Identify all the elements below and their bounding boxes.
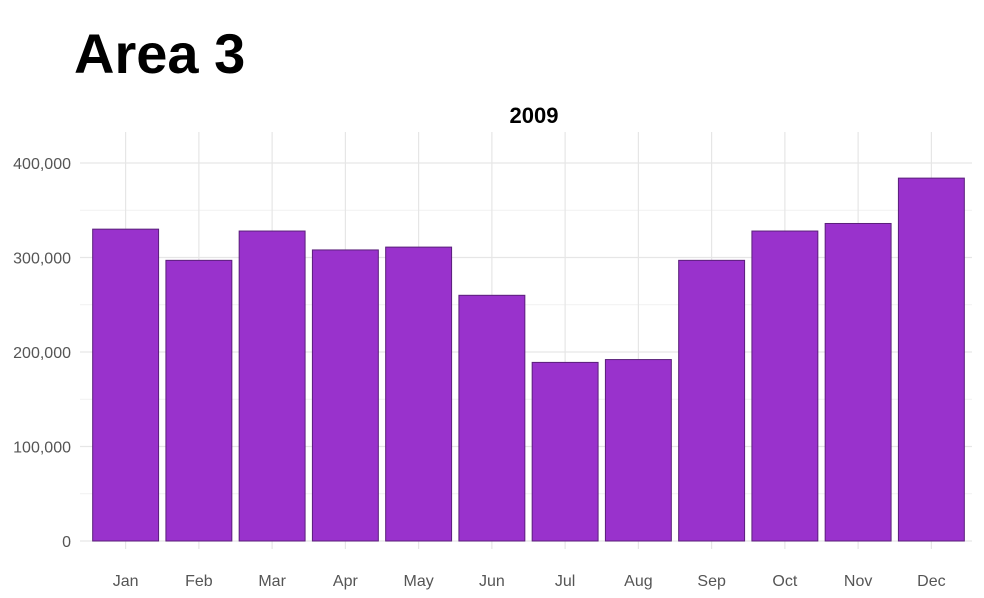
x-tick-label: Apr	[333, 573, 359, 590]
y-tick-label: 200,000	[13, 345, 71, 362]
page-title: Area 3	[74, 22, 246, 85]
x-axis-ticks: Jan Feb Mar Apr May Jun Jul Aug Sep Oct Nov Dec	[113, 573, 946, 590]
y-axis-ticks: 0 100,000 200,000 300,000 400,000	[13, 156, 71, 551]
bar-oct	[751, 230, 819, 542]
y-tick-label: 400,000	[13, 156, 71, 173]
x-tick-label: Jan	[113, 573, 139, 590]
bar-sep	[678, 259, 746, 542]
bar-jun	[458, 294, 526, 542]
y-tick-label: 300,000	[13, 251, 71, 268]
x-tick-label: May	[404, 573, 434, 590]
bar-feb	[165, 259, 233, 542]
x-tick-label: Jun	[479, 573, 505, 590]
x-tick-label: Sep	[697, 573, 726, 590]
bar-may	[385, 246, 453, 542]
x-tick-label: Mar	[258, 573, 286, 590]
bar-apr	[311, 249, 379, 542]
chart-title: 2009	[510, 103, 559, 128]
bar-dec	[897, 177, 965, 542]
bars-layer	[92, 177, 965, 542]
bar-mar	[238, 230, 306, 542]
x-tick-label: Nov	[844, 573, 872, 590]
bar-jul	[531, 361, 599, 542]
x-tick-label: Jul	[555, 573, 575, 590]
x-tick-label: Oct	[772, 573, 797, 590]
bar-aug	[604, 359, 672, 542]
y-tick-label: 0	[62, 534, 71, 551]
bar-nov	[824, 222, 892, 542]
y-tick-label: 100,000	[13, 440, 71, 457]
x-tick-label: Feb	[185, 573, 213, 590]
x-tick-label: Dec	[917, 573, 945, 590]
bar-jan	[92, 228, 160, 542]
x-tick-label: Aug	[624, 573, 652, 590]
